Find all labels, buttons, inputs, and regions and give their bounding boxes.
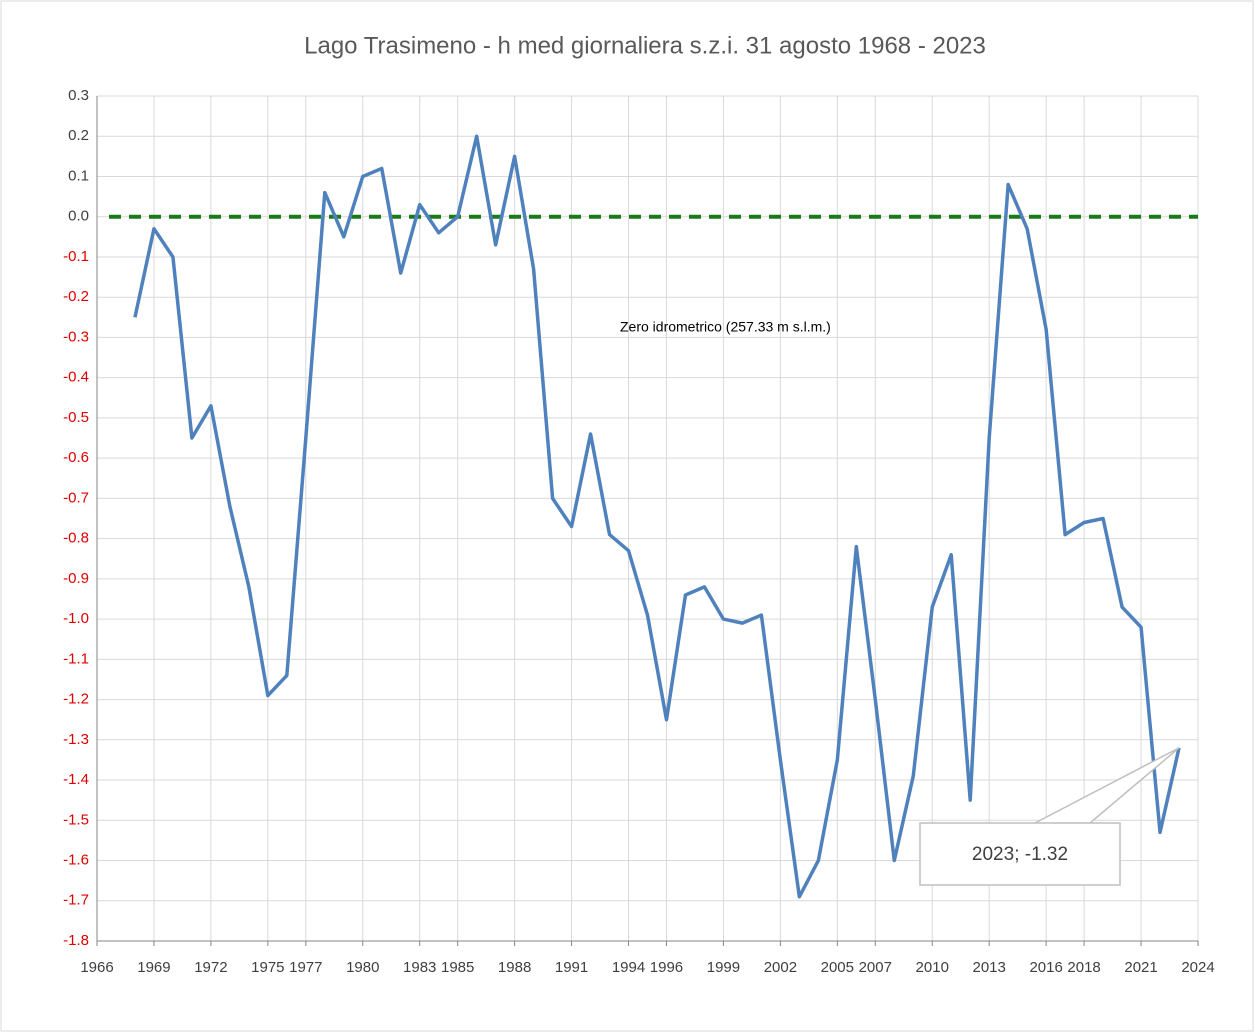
x-tick-label: 1983 — [403, 959, 436, 976]
x-tick-label: 2018 — [1067, 959, 1100, 976]
x-tick-label: 2016 — [1029, 959, 1062, 976]
y-tick-label: 0.0 — [68, 208, 89, 225]
y-tick-label: 0.2 — [68, 127, 89, 144]
chart-title: Lago Trasimeno - h med giornaliera s.z.i… — [304, 32, 986, 59]
x-tick-label: 1969 — [137, 959, 170, 976]
x-tick-label: 1966 — [80, 959, 113, 976]
y-tick-label: -1.4 — [63, 771, 89, 788]
callout-box — [919, 822, 1121, 886]
x-tick-label: 1988 — [498, 959, 531, 976]
x-tick-label: 2013 — [973, 959, 1006, 976]
x-tick-label: 2002 — [764, 959, 797, 976]
x-tick-label: 1996 — [650, 959, 683, 976]
x-tick-label: 1985 — [441, 959, 474, 976]
x-tick-label: 1980 — [346, 959, 379, 976]
y-tick-label: -1.5 — [63, 811, 89, 828]
x-tick-label: 1999 — [707, 959, 740, 976]
x-tick-label: 2021 — [1124, 959, 1157, 976]
x-tick-label: 2024 — [1181, 959, 1214, 976]
y-tick-label: -0.8 — [63, 530, 89, 547]
x-tick-label: 1977 — [289, 959, 322, 976]
y-tick-label: -1.7 — [63, 892, 89, 909]
x-tick-label: 1972 — [194, 959, 227, 976]
x-tick-label: 1991 — [555, 959, 588, 976]
y-tick-label: -1.0 — [63, 610, 89, 627]
y-tick-label: -1.1 — [63, 650, 89, 667]
x-tick-label: 1975 — [251, 959, 284, 976]
data-line — [133, 134, 1181, 899]
y-tick-label: -0.5 — [63, 409, 89, 426]
y-tick-label: -1.2 — [63, 691, 89, 708]
callout-label: 2023; -1.32 — [972, 844, 1068, 865]
y-tick-label: 0.1 — [68, 167, 89, 184]
y-tick-label: -0.9 — [63, 570, 89, 587]
x-tick-label: 2007 — [859, 959, 892, 976]
y-tick-label: -1.3 — [63, 731, 89, 748]
y-tick-label: -0.6 — [63, 449, 89, 466]
x-tick-label: 1994 — [612, 959, 645, 976]
y-tick-label: -0.3 — [63, 328, 89, 345]
x-tick-label: 2005 — [821, 959, 854, 976]
y-tick-label: -1.8 — [63, 932, 89, 949]
y-tick-label: -0.7 — [63, 489, 89, 506]
y-tick-label: -1.6 — [63, 851, 89, 868]
y-tick-label: -0.2 — [63, 288, 89, 305]
x-tick-label: 2010 — [916, 959, 949, 976]
y-tick-label: -0.4 — [63, 369, 89, 386]
y-tick-label: 0.3 — [68, 87, 89, 104]
callout-pointer — [1034, 747, 1180, 824]
reference-label: Zero idrometrico (257.33 m s.l.m.) — [620, 319, 831, 335]
y-tick-label: -0.1 — [63, 248, 89, 265]
